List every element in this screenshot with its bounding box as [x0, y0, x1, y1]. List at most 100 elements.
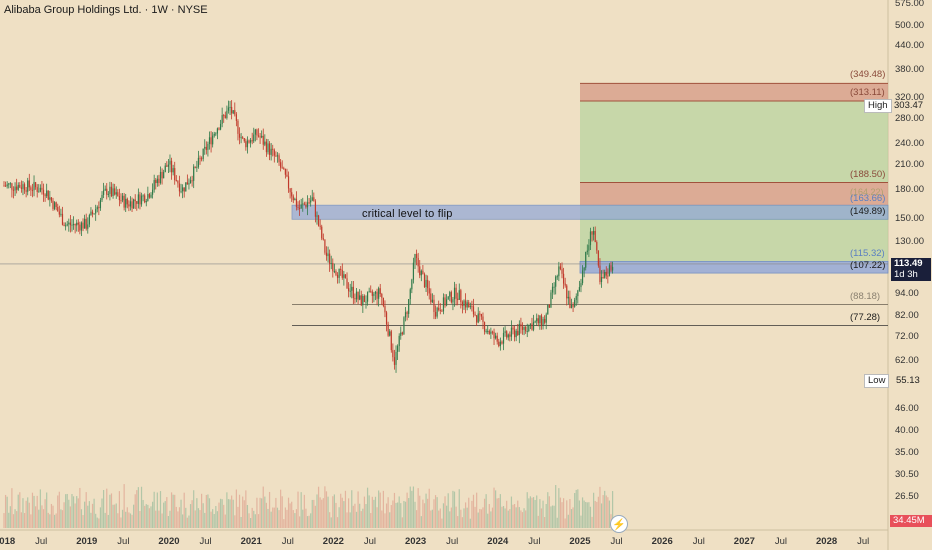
candle-body — [6, 184, 8, 187]
volume-bar — [529, 496, 531, 528]
candle-body — [278, 155, 280, 163]
candle-body — [311, 197, 313, 201]
level-label-313: (313.11) — [850, 87, 885, 98]
volume-bar — [441, 518, 443, 528]
volume-bar — [488, 504, 490, 528]
volume-bar — [218, 502, 220, 528]
candle-body — [382, 297, 384, 306]
candle-body — [483, 321, 486, 332]
volume-bar — [544, 517, 546, 528]
candle-body — [204, 146, 206, 149]
candle-body — [188, 183, 190, 185]
candle-body — [428, 288, 430, 294]
volume-bar — [333, 494, 335, 528]
volume-bar — [231, 495, 233, 528]
volume-bar — [25, 500, 27, 528]
zone-annotation-label[interactable]: critical level to flip — [362, 208, 453, 220]
volume-bar — [68, 499, 70, 528]
candle-body — [41, 187, 43, 190]
candle-body — [163, 172, 165, 179]
candle-body — [498, 341, 500, 347]
candle-body — [335, 271, 337, 275]
volume-bar — [354, 503, 356, 528]
candle-body — [463, 300, 465, 306]
volume-bar — [242, 496, 244, 528]
candle-body — [189, 180, 192, 184]
volume-bar — [49, 514, 51, 528]
candle-body — [61, 213, 64, 225]
candle-body — [42, 189, 45, 195]
volume-bar — [215, 506, 217, 528]
candle-body — [575, 296, 577, 300]
candle-body — [370, 291, 372, 293]
candle-body — [422, 270, 424, 275]
time-axis-tick: Jul — [117, 536, 130, 547]
volume-bar — [232, 499, 234, 528]
candle-body — [46, 190, 48, 197]
volume-bar — [273, 507, 275, 528]
candle-body — [401, 332, 403, 335]
volume-bar — [482, 507, 484, 528]
candle-body — [559, 266, 562, 270]
volume-bar — [562, 498, 565, 528]
volume-bar — [134, 494, 136, 528]
candle-body — [133, 199, 135, 209]
volume-bar — [509, 509, 511, 528]
candle-body — [406, 312, 408, 314]
volume-bar — [319, 497, 321, 528]
candle-body — [297, 206, 299, 208]
candle-body — [30, 187, 32, 190]
volume-bar — [547, 492, 549, 528]
volume-bar — [471, 500, 473, 528]
candle-body — [53, 202, 56, 209]
candle-body — [548, 304, 550, 308]
volume-bar — [82, 515, 84, 528]
candle-body — [322, 238, 324, 240]
candle-body — [330, 263, 332, 265]
volume-bar — [548, 496, 550, 528]
volume-bar — [457, 516, 459, 528]
volume-bar — [186, 517, 188, 528]
volume-bar — [53, 514, 56, 528]
volume-bar — [299, 516, 301, 528]
candle-body — [281, 167, 283, 169]
lightning-circle-icon[interactable]: ⚡ — [610, 515, 628, 533]
candle-body — [194, 166, 196, 168]
volume-bar — [542, 500, 544, 528]
candle-body — [38, 191, 40, 193]
price-axis-tick: 575.00 — [895, 0, 925, 9]
volume-bar — [434, 495, 437, 528]
volume-bar — [523, 508, 525, 528]
candle-body — [411, 279, 413, 290]
candle-body — [166, 165, 168, 167]
high-value: 303.47 — [894, 100, 924, 111]
volume-bar — [84, 501, 86, 528]
candle-body — [379, 288, 381, 294]
candle-body — [74, 224, 76, 226]
volume-bar — [172, 494, 174, 528]
candle-body — [352, 286, 354, 299]
candle-body — [556, 276, 558, 278]
candle-body — [585, 251, 587, 268]
volume-bar — [133, 504, 135, 528]
volume-bar — [469, 518, 471, 528]
symbol-title[interactable]: Alibaba Group Holdings Ltd. · 1W · NYSE — [4, 4, 208, 16]
volume-bar — [302, 509, 304, 528]
volume-bar — [373, 499, 375, 528]
candle-body — [9, 183, 11, 185]
candle-body — [223, 115, 225, 117]
volume-bar — [91, 503, 94, 528]
volume-bar — [363, 496, 366, 528]
volume-bar — [158, 510, 160, 528]
volume-bar — [20, 512, 22, 528]
candle-body — [349, 290, 351, 292]
candle-body — [471, 306, 473, 308]
candle-body — [237, 120, 239, 134]
volume-bar — [491, 507, 494, 528]
volume-bar — [243, 500, 245, 528]
volume-bar — [276, 507, 279, 528]
candle-body — [409, 289, 411, 300]
candle-body — [490, 331, 492, 334]
